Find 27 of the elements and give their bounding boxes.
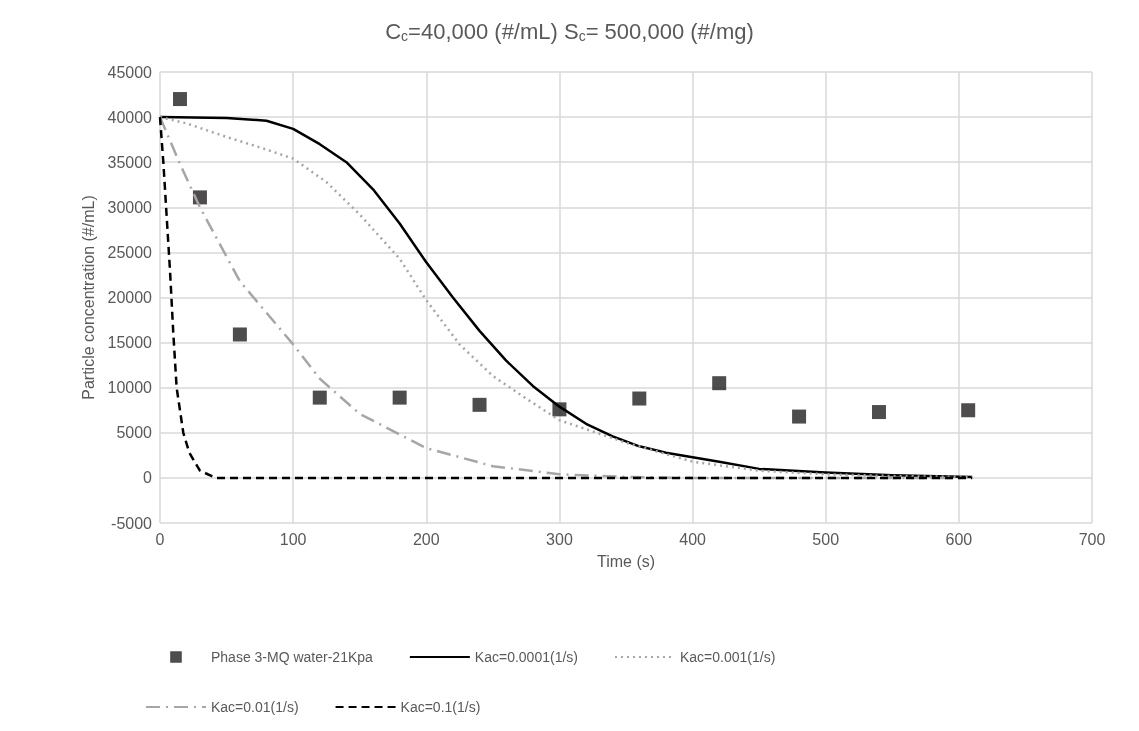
y-tick-label: -5000	[111, 514, 153, 532]
legend-label: Phase 3-MQ water-21Kpa	[211, 649, 374, 665]
x-tick-label: 100	[279, 530, 307, 548]
y-tick-label: 20000	[107, 289, 153, 306]
y-tick-label: 40000	[107, 108, 153, 126]
chart-title: Cc=40,000 (#/mL) Sc= 500,000 (#/mg)	[385, 18, 754, 44]
y-tick-label: 0	[143, 469, 153, 487]
legend-label: Kac=0.1(1/s)	[400, 699, 481, 715]
y-tick-label: 15000	[107, 334, 153, 352]
y-tick-label: 45000	[107, 63, 153, 81]
y-tick-label: 5000	[116, 424, 153, 442]
y-axis-title: Particle concentration (#/mL)	[80, 195, 98, 400]
legend-label: Kac=0.001(1/s)	[679, 649, 776, 665]
x-tick-label: 400	[679, 530, 707, 548]
x-tick-label: 700	[1078, 530, 1106, 548]
x-tick-label: 0	[155, 530, 165, 548]
y-tick-label: 10000	[107, 379, 153, 397]
y-tick-label: 25000	[107, 243, 153, 261]
x-axis-title: Time (s)	[596, 552, 656, 570]
y-tick-label: 30000	[107, 198, 153, 216]
x-tick-label: 300	[546, 530, 573, 548]
x-tick-label: 500	[812, 530, 840, 548]
y-tick-label: 35000	[107, 153, 153, 171]
legend-label: Kac=0.01(1/s)	[211, 699, 299, 715]
x-tick-label: 600	[945, 530, 973, 548]
legend-label: Kac=0.0001(1/s)	[474, 649, 578, 665]
x-tick-label: 200	[412, 530, 440, 548]
